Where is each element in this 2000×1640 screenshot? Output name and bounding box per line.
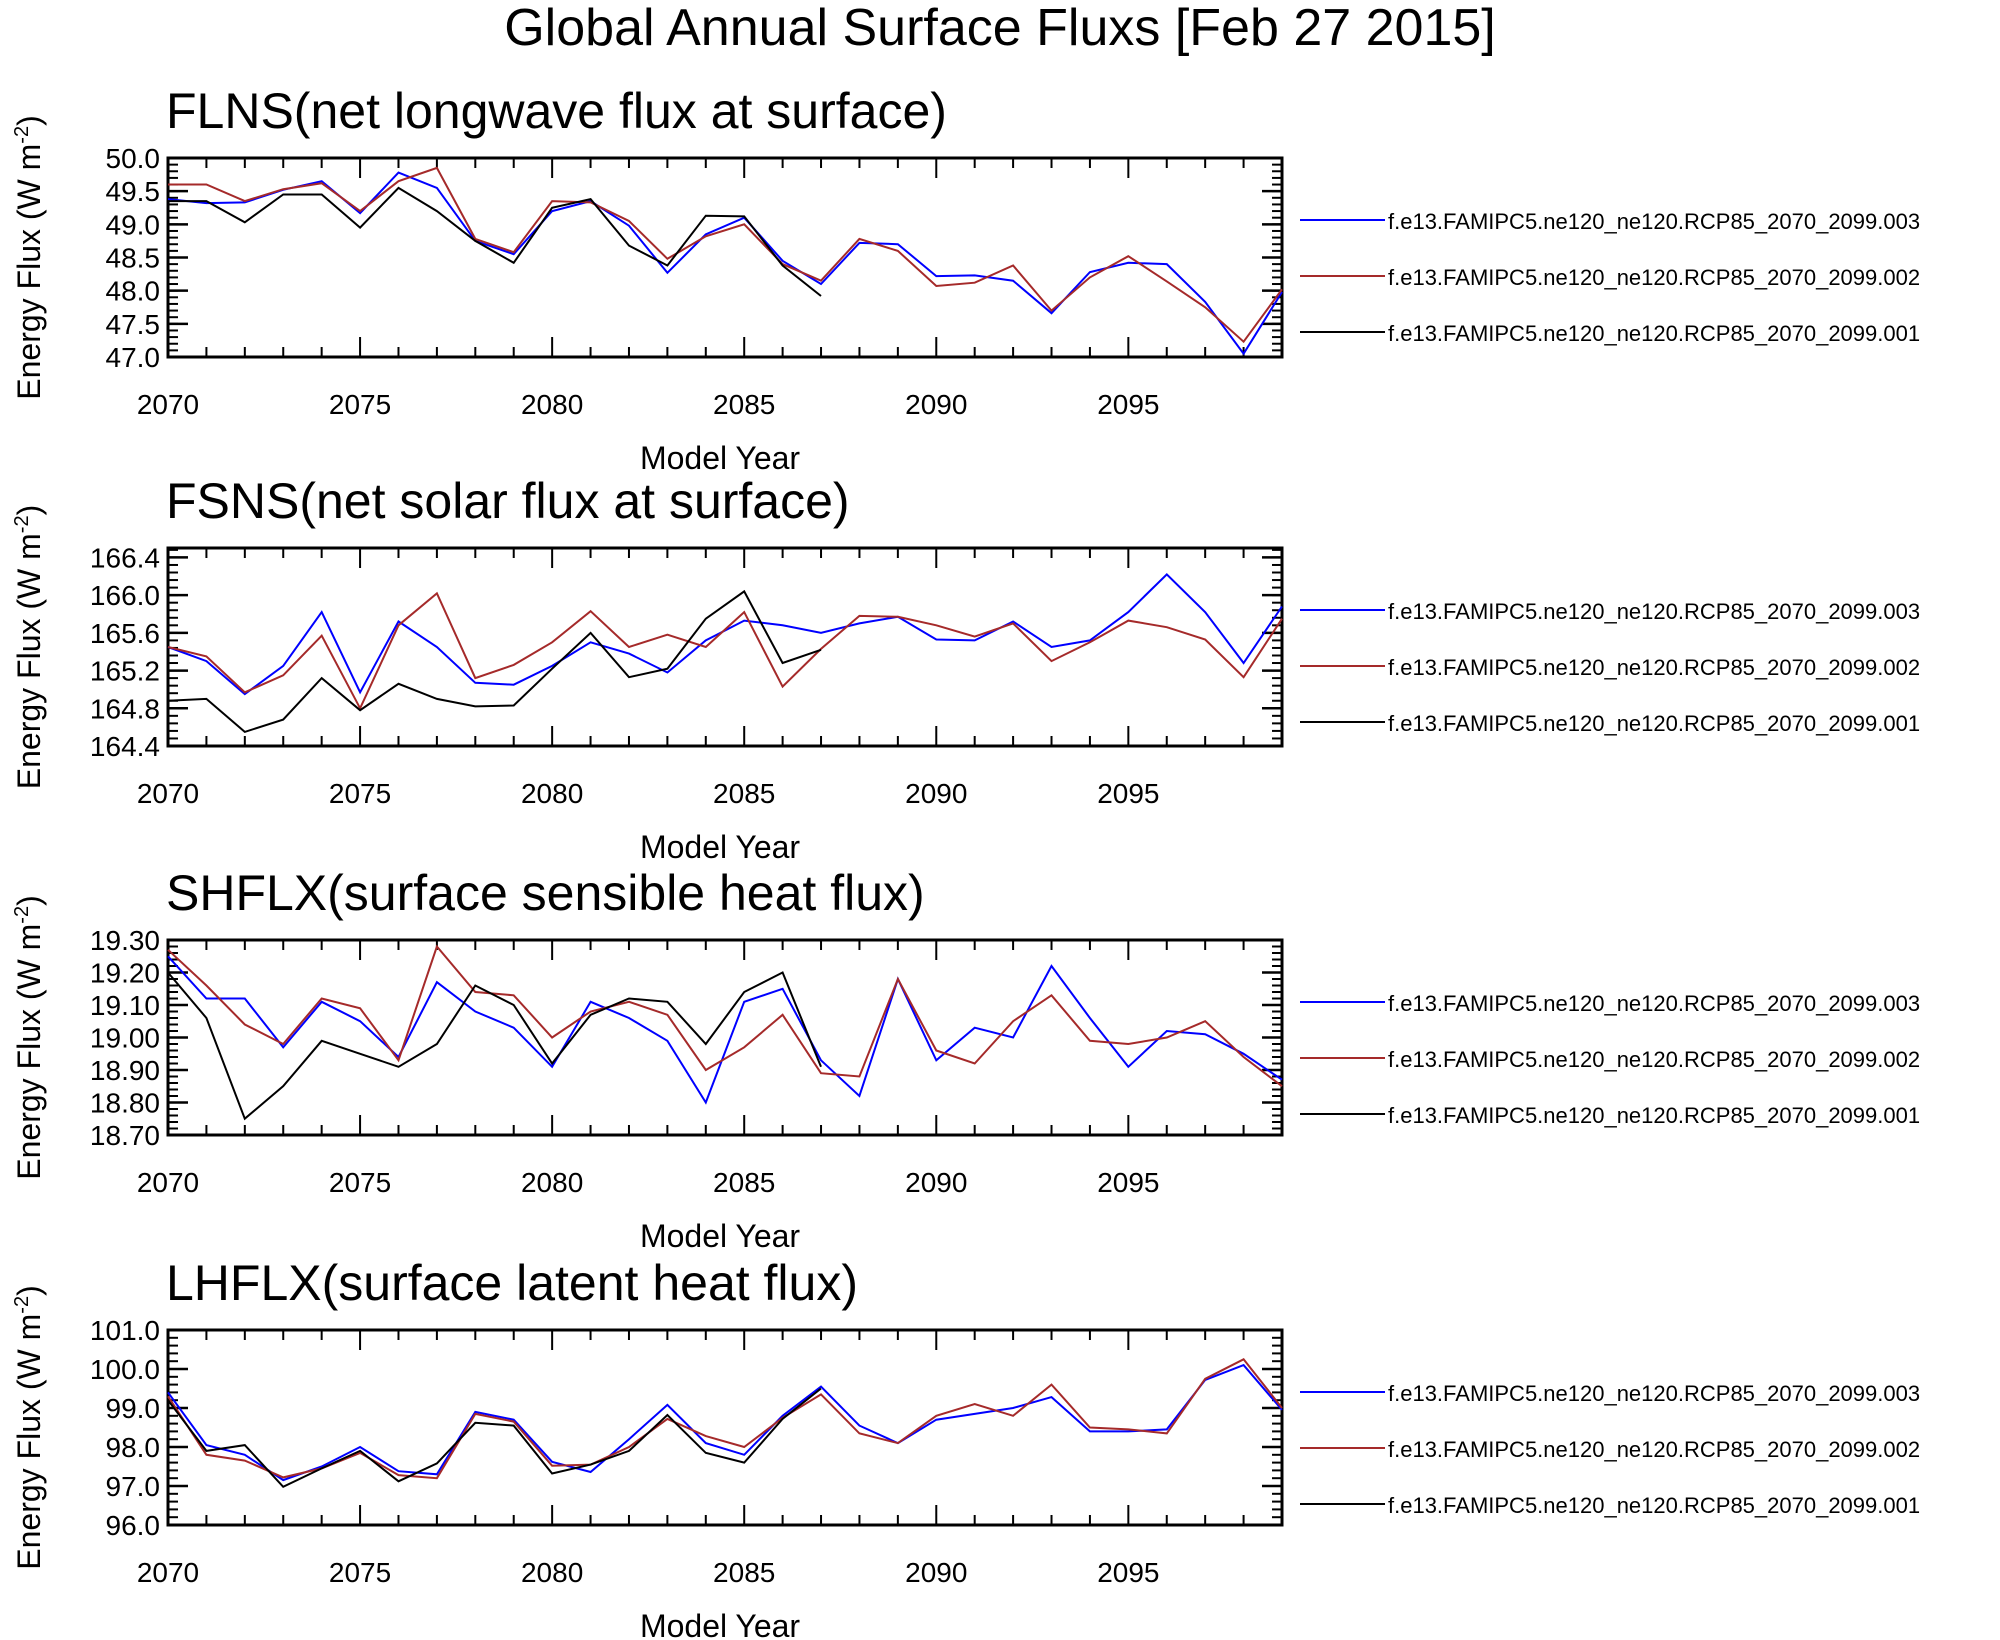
panel-title: FSNS(net solar flux at surface) <box>166 473 850 529</box>
series-line-1 <box>167 955 1283 1105</box>
y-tick-label: 18.90 <box>90 1055 160 1086</box>
y-tick-label: 99.0 <box>106 1393 161 1424</box>
legend-label: f.e13.FAMIPC5.ne120_ne120.RCP85_2070_209… <box>1388 1493 1920 1518</box>
series-line-3 <box>167 589 822 734</box>
series-line-2 <box>167 1358 1283 1480</box>
x-tick-label: 2070 <box>137 389 199 420</box>
x-tick-label: 2080 <box>521 1167 583 1198</box>
x-tick-label: 2075 <box>329 389 391 420</box>
y-axis-label: Energy Flux (W m-2) <box>11 1285 47 1569</box>
series-line-1 <box>167 572 1283 696</box>
x-tick-label: 2085 <box>713 389 775 420</box>
legend-label: f.e13.FAMIPC5.ne120_ne120.RCP85_2070_209… <box>1388 711 1920 736</box>
y-tick-label: 19.10 <box>90 990 160 1021</box>
series-line-3 <box>167 1387 822 1489</box>
x-tick-label: 2095 <box>1097 778 1159 809</box>
plot-frame <box>166 156 1284 359</box>
x-axis-label: Model Year <box>640 1608 800 1640</box>
x-tick-label: 2080 <box>521 389 583 420</box>
x-axis-label: Model Year <box>640 440 800 476</box>
x-tick-label: 2070 <box>137 1167 199 1198</box>
panel-title: LHFLX(surface latent heat flux) <box>166 1255 858 1311</box>
page-title: Global Annual Surface Fluxs [Feb 27 2015… <box>504 0 1496 57</box>
series-line-3 <box>167 971 822 1121</box>
x-tick-label: 2095 <box>1097 1167 1159 1198</box>
series-line-3 <box>168 186 822 297</box>
series-line-2 <box>167 944 1283 1087</box>
plot-frame <box>166 1328 1284 1527</box>
y-tick-label: 47.5 <box>106 309 161 340</box>
x-tick-label: 2090 <box>905 389 967 420</box>
panel-1: FLNS(net longwave flux at surface) 47.047… <box>11 83 1920 476</box>
legend-label: f.e13.FAMIPC5.ne120_ne120.RCP85_2070_209… <box>1388 1047 1920 1072</box>
x-tick-label: 2090 <box>905 1557 967 1588</box>
legend-label: f.e13.FAMIPC5.ne120_ne120.RCP85_2070_209… <box>1388 265 1920 290</box>
y-tick-label: 166.4 <box>90 542 160 573</box>
y-tick-label: 97.0 <box>106 1471 161 1502</box>
plot-frame <box>166 938 1284 1137</box>
y-tick-label: 19.00 <box>90 1023 160 1054</box>
y-tick-label: 166.0 <box>90 580 160 611</box>
y-tick-label: 18.80 <box>90 1088 160 1119</box>
panel-4: LHFLX(surface latent heat flux) 96.0 97.0 9… <box>11 1255 1920 1640</box>
plot-frame <box>166 546 1284 748</box>
y-tick-label: 48.0 <box>106 276 161 307</box>
legend-label: f.e13.FAMIPC5.ne120_ne120.RCP85_2070_209… <box>1388 209 1920 234</box>
x-tick-label: 2085 <box>713 1557 775 1588</box>
y-tick-label: 96.0 <box>106 1510 161 1541</box>
y-tick-label: 18.70 <box>90 1120 160 1151</box>
legend-label: f.e13.FAMIPC5.ne120_ne120.RCP85_2070_209… <box>1388 599 1920 624</box>
y-tick-label: 164.4 <box>90 731 160 762</box>
legend-label: f.e13.FAMIPC5.ne120_ne120.RCP85_2070_209… <box>1388 1381 1920 1406</box>
series-line-1 <box>167 1363 1283 1482</box>
y-tick-label: 100.0 <box>90 1354 160 1385</box>
panel-2: FSNS(net solar flux at surface) 164.4 164.… <box>11 473 1920 865</box>
y-tick-label: 165.2 <box>90 656 160 687</box>
y-tick-label: 165.6 <box>90 618 160 649</box>
y-tick-label: 19.20 <box>90 958 160 989</box>
series-line-2 <box>167 591 1283 711</box>
y-tick-label: 48.5 <box>106 243 161 274</box>
y-tick-label: 101.0 <box>90 1315 160 1346</box>
y-tick-label: 19.30 <box>90 925 160 956</box>
x-tick-label: 2090 <box>905 778 967 809</box>
legend-label: f.e13.FAMIPC5.ne120_ne120.RCP85_2070_209… <box>1388 655 1920 680</box>
y-tick-label: 49.5 <box>106 176 161 207</box>
legend-label: f.e13.FAMIPC5.ne120_ne120.RCP85_2070_209… <box>1388 1437 1920 1462</box>
y-tick-label: 164.8 <box>90 693 160 724</box>
x-tick-label: 2080 <box>521 1557 583 1588</box>
x-tick-label: 2070 <box>137 1557 199 1588</box>
x-axis-label: Model Year <box>640 829 800 865</box>
y-axis-label: Energy Flux (W m-2) <box>11 895 47 1179</box>
series-line-1 <box>167 171 1283 356</box>
x-tick-label: 2090 <box>905 1167 967 1198</box>
y-axis-label: Energy Flux (W m-2) <box>11 505 47 789</box>
x-tick-label: 2095 <box>1097 389 1159 420</box>
y-tick-label: 50.0 <box>106 143 161 174</box>
x-tick-label: 2075 <box>329 778 391 809</box>
y-tick-label: 47.0 <box>106 342 161 373</box>
panel-title: FLNS(net longwave flux at surface) <box>166 83 947 139</box>
panel-3: SHFLX(surface sensible heat flux)18.7018… <box>11 865 1920 1254</box>
x-tick-label: 2080 <box>521 778 583 809</box>
panel-title: SHFLX(surface sensible heat flux) <box>166 865 925 921</box>
legend-label: f.e13.FAMIPC5.ne120_ne120.RCP85_2070_209… <box>1388 1103 1920 1128</box>
x-tick-label: 2070 <box>137 778 199 809</box>
x-axis-label: Model Year <box>640 1218 800 1254</box>
x-tick-label: 2085 <box>713 1167 775 1198</box>
legend-label: f.e13.FAMIPC5.ne120_ne120.RCP85_2070_209… <box>1388 321 1920 346</box>
x-tick-label: 2095 <box>1097 1557 1159 1588</box>
x-tick-label: 2085 <box>713 778 775 809</box>
legend-label: f.e13.FAMIPC5.ne120_ne120.RCP85_2070_209… <box>1388 991 1920 1016</box>
y-axis-label: Energy Flux (W m-2) <box>11 115 47 399</box>
x-tick-label: 2075 <box>329 1557 391 1588</box>
y-tick-label: 49.0 <box>106 209 161 240</box>
y-tick-label: 98.0 <box>106 1432 161 1463</box>
x-tick-label: 2075 <box>329 1167 391 1198</box>
series-line-2 <box>168 166 1283 344</box>
